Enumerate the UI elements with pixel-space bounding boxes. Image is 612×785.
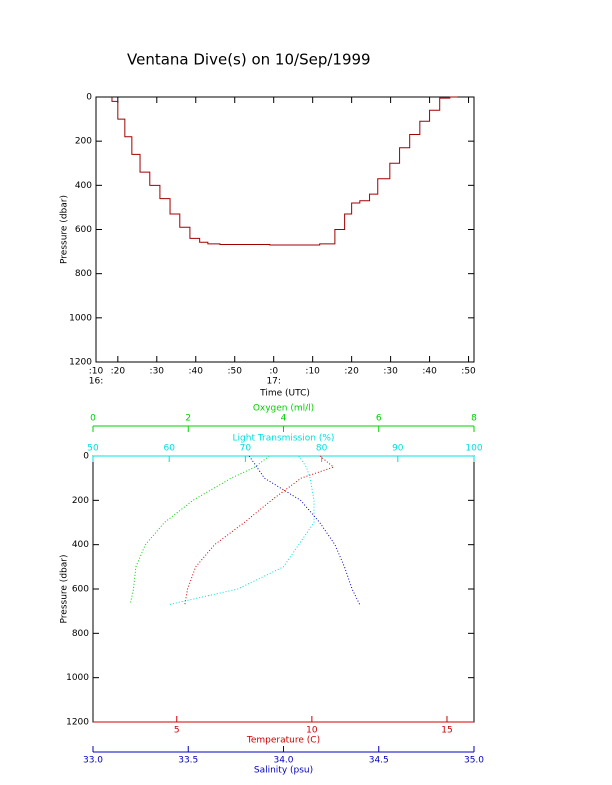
x-hour-label: 17:: [266, 377, 280, 387]
y-tick-label: 1000: [66, 673, 89, 683]
x-tick-label: :10: [89, 367, 104, 377]
x-tick-label: 34.5: [369, 756, 389, 766]
x-axis-label: Light Transmission (%): [233, 434, 335, 444]
x-tick-label: :30: [383, 367, 398, 377]
y-tick-label: 1200: [66, 718, 89, 728]
x-tick-label: 80: [316, 444, 328, 454]
chart-title: Ventana Dive(s) on 10/Sep/1999: [127, 51, 371, 69]
y-tick-label: 600: [75, 225, 92, 235]
profile-line: [184, 455, 335, 605]
x-tick-label: 5: [174, 726, 180, 736]
y-tick-label: 800: [72, 629, 89, 639]
x-tick-label: 10: [306, 726, 318, 736]
y-tick-label: 800: [75, 269, 92, 279]
x-tick-label: 35.0: [464, 756, 484, 766]
x-tick-label: 34.0: [273, 756, 293, 766]
x-tick-label: 15: [441, 726, 452, 736]
profile-line: [169, 455, 315, 606]
x-tick-label: 6: [376, 414, 382, 424]
profile-line: [248, 455, 361, 605]
x-tick-label: 100: [465, 444, 482, 454]
x-tick-label: 8: [471, 414, 477, 424]
x-tick-label: 60: [163, 444, 175, 454]
profile-line: [129, 455, 270, 605]
y-tick-label: 1200: [69, 358, 92, 368]
y-axis-label: Pressure (dbar): [60, 555, 70, 624]
x-tick-label: 33.0: [83, 756, 103, 766]
y-axis-label: Pressure (dbar): [60, 195, 70, 264]
y-tick-label: 0: [86, 93, 92, 103]
x-tick-label: 0: [90, 414, 96, 424]
y-tick-label: 200: [72, 496, 89, 506]
x-tick-label: 50: [87, 444, 99, 454]
y-tick-label: 400: [72, 540, 89, 550]
plot-frame: [95, 96, 475, 363]
x-tick-label: 70: [240, 444, 252, 454]
x-tick-label: :50: [461, 367, 476, 377]
x-axis-label: Temperature (C): [246, 736, 320, 746]
x-tick-label: :10: [305, 367, 320, 377]
x-tick-label: 33.5: [178, 756, 198, 766]
pressure-line: [111, 96, 458, 246]
x-tick-label: :30: [150, 367, 165, 377]
x-tick-label: 4: [281, 414, 287, 424]
x-axis-label: Time (UTC): [259, 389, 310, 399]
x-tick-label: 2: [185, 414, 191, 424]
x-tick-label: :50: [227, 367, 242, 377]
x-hour-label: 16:: [89, 377, 103, 387]
x-tick-label: 90: [392, 444, 404, 454]
x-tick-label: :40: [189, 367, 204, 377]
y-tick-label: 200: [75, 137, 92, 147]
x-tick-label: :20: [344, 367, 359, 377]
y-tick-label: 400: [75, 181, 92, 191]
plot-frame: [92, 455, 475, 723]
x-tick-label: :0: [269, 367, 278, 377]
y-tick-label: 600: [72, 585, 89, 595]
x-tick-label: :40: [422, 367, 437, 377]
x-axis-label: Salinity (psu): [254, 766, 313, 776]
y-tick-label: 1000: [69, 313, 92, 323]
x-tick-label: :20: [111, 367, 126, 377]
y-tick-label: 0: [83, 452, 89, 462]
x-axis-label: Oxygen (ml/l): [253, 404, 314, 414]
